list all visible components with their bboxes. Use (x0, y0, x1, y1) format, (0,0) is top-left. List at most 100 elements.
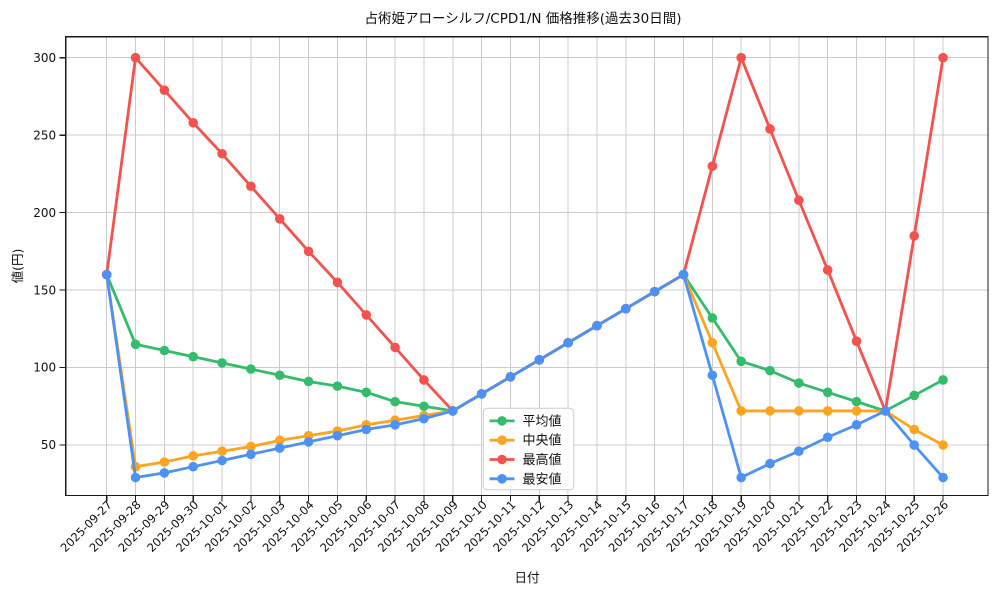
data-point-min (851, 420, 862, 430)
data-point-median (217, 446, 227, 456)
data-point-min (880, 406, 891, 416)
data-point-min (332, 430, 343, 441)
data-point-min (101, 269, 112, 280)
legend-label-average: 平均値 (523, 413, 562, 429)
data-point-average (909, 390, 920, 401)
data-point-average (303, 376, 314, 387)
x-axis-label: 日付 (514, 570, 539, 585)
series-layer (101, 52, 948, 483)
data-point-median (159, 457, 170, 467)
data-point-min (505, 372, 516, 382)
legend-label-min: 最安値 (523, 471, 562, 487)
data-point-median (794, 406, 804, 416)
data-point-median (938, 440, 948, 450)
data-point-min (447, 406, 458, 416)
data-point-min (707, 370, 718, 381)
y-tick-label: 200 (33, 206, 56, 220)
data-point-max (736, 52, 746, 63)
data-point-max (274, 214, 285, 224)
data-point-min (188, 461, 199, 472)
data-point-max (794, 195, 804, 206)
data-point-average (419, 401, 429, 412)
legend-marker-max (497, 454, 507, 465)
y-tick-label: 300 (33, 51, 56, 65)
data-point-average (217, 358, 227, 368)
data-point-min (909, 440, 920, 450)
data-point-min (130, 472, 141, 483)
legend-marker-min (497, 474, 507, 484)
data-point-average (736, 356, 746, 367)
data-point-min (938, 472, 948, 483)
data-point-average (274, 370, 285, 381)
data-point-average (188, 351, 199, 362)
data-point-min (361, 424, 372, 435)
line-average (105, 273, 944, 413)
x-tick-labels: 2025-09-272025-09-282025-09-292025-09-30… (58, 498, 952, 555)
data-point-min (419, 413, 429, 424)
data-point-median (822, 406, 833, 416)
data-point-min (246, 449, 256, 460)
data-point-max (159, 85, 170, 96)
data-point-average (765, 365, 775, 376)
legend-item-median: 中央値 (489, 433, 562, 449)
y-tick-labels: 50 100 150 200 250 300 (33, 51, 56, 452)
data-point-max (130, 52, 141, 63)
data-point-min (159, 468, 170, 478)
data-point-median (274, 435, 285, 446)
data-point-average (794, 378, 804, 388)
legend-marker-median (497, 435, 507, 446)
data-point-median (909, 424, 920, 435)
series-max (101, 52, 948, 416)
data-point-average (938, 375, 948, 385)
data-point-median (188, 451, 199, 461)
data-point-average (332, 381, 343, 391)
data-point-max (188, 117, 199, 128)
data-point-max (332, 277, 343, 288)
legend-label-median: 中央値 (523, 433, 562, 449)
y-tick-label: 150 (33, 283, 56, 297)
data-point-min (678, 269, 689, 280)
data-point-average (159, 345, 170, 356)
data-point-average (390, 396, 400, 407)
axis-ticks (59, 57, 944, 502)
data-point-average (851, 396, 862, 407)
data-point-min (390, 420, 400, 430)
data-point-min (621, 303, 631, 314)
data-point-min (476, 389, 487, 399)
data-point-max (390, 342, 400, 353)
line-min (105, 273, 945, 479)
series-average (101, 269, 948, 416)
data-point-min (736, 472, 746, 483)
data-point-average (822, 387, 833, 398)
data-point-min (765, 458, 775, 469)
data-point-average (707, 313, 718, 323)
data-point-max (851, 336, 862, 347)
data-point-median (851, 406, 862, 416)
y-tick-label: 50 (41, 438, 56, 452)
series-min (101, 269, 948, 483)
data-point-average (130, 339, 141, 350)
plot-border (65, 36, 989, 497)
data-point-median (765, 406, 775, 416)
data-point-median (246, 441, 256, 452)
y-axis-label: 値(円) (10, 249, 25, 284)
data-point-min (303, 437, 314, 447)
data-point-max (765, 124, 775, 134)
data-point-max (246, 181, 256, 192)
data-point-min (649, 286, 660, 297)
data-point-max (303, 246, 314, 257)
data-point-average (361, 387, 372, 398)
legend-item-average: 平均値 (489, 413, 562, 429)
data-point-min (534, 354, 545, 365)
data-point-max (707, 161, 718, 171)
legend-box (482, 407, 575, 491)
y-tick-label: 250 (33, 128, 56, 142)
data-point-min (563, 337, 573, 348)
data-point-max (419, 375, 429, 385)
data-point-max (217, 148, 227, 159)
y-tick-label: 100 (33, 361, 56, 375)
data-point-min (217, 455, 227, 466)
